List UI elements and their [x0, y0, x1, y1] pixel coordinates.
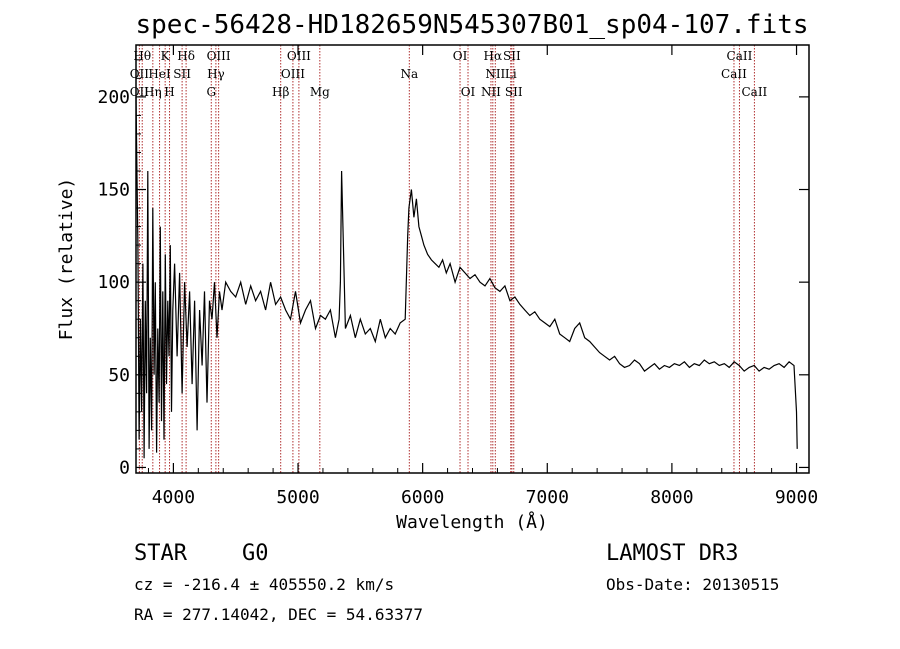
x-tick-label-3: 7000 [526, 487, 569, 508]
line-label-row1-4: OIII [281, 67, 305, 81]
x-tick-label-5: 9000 [775, 487, 818, 508]
line-label-row0-4: OIII [287, 49, 311, 63]
x-tick-label-1: 5000 [276, 487, 319, 508]
redshift-line: cz = -216.4 ± 405550.2 km/s [134, 575, 394, 594]
y-tick-label-4: 200 [97, 87, 130, 108]
x-axis-ticks: 4000 5000 6000 7000 8000 9000 [147, 45, 818, 508]
y-tick-label-1: 50 [108, 365, 130, 386]
y-axis-ticks: 0 50 100 150 200 [97, 59, 809, 478]
ra-dec-line: RA = 277.14042, DEC = 54.63377 [134, 605, 423, 624]
line-label-row1-6: NII [485, 67, 505, 81]
line-label-row2-2: H [164, 85, 174, 99]
y-tick-label-2: 100 [97, 272, 130, 293]
line-label-row1-5: Na [400, 67, 418, 81]
line-label-row2-8: SII [505, 85, 523, 99]
line-label-row2-4: Hβ [272, 85, 289, 99]
x-tick-label-2: 6000 [401, 487, 444, 508]
line-label-row0-2: Hδ [177, 49, 195, 63]
x-tick-label-0: 4000 [152, 487, 195, 508]
line-label-row1-1: HeI [148, 67, 171, 81]
y-tick-label-3: 150 [97, 180, 130, 201]
line-label-row0-6: Hα [484, 49, 503, 63]
line-markers [138, 45, 755, 473]
line-label-row2-9: CaII [741, 85, 767, 99]
line-label-row2-3: G [206, 85, 216, 99]
plot-frame [135, 44, 810, 474]
x-axis-label: Wavelength (Å) [396, 511, 548, 533]
object-subclass: G0 [242, 541, 269, 566]
line-label-row0-1: K [161, 49, 171, 63]
y-axis-label: Flux (relative) [56, 178, 77, 341]
line-label-row1-7: Li [505, 67, 517, 81]
line-label-row2-1: Hη [144, 85, 162, 99]
line-label-row0-3: OIII [207, 49, 231, 63]
line-label-row0-7: SII [503, 49, 521, 63]
line-label-row2-0: OII [130, 85, 150, 99]
line-label-row0-8: CaII [727, 49, 753, 63]
line-label-row1-0: OII [130, 67, 150, 81]
survey-name: LAMOST DR3 [606, 541, 738, 566]
line-label-row1-3: Hγ [207, 67, 225, 81]
spectrum-line [135, 96, 798, 459]
chart-title: spec-56428-HD182659N545307B01_sp04-107.f… [135, 10, 808, 40]
line-label-row2-6: OI [461, 85, 476, 99]
observation-date: Obs-Date: 20130515 [606, 575, 779, 594]
x-tick-label-4: 8000 [650, 487, 693, 508]
line-label-row0-5: OI [453, 49, 468, 63]
line-label-row2-7: NII [481, 85, 501, 99]
y-tick-label-0: 0 [119, 457, 130, 478]
line-label-row1-8: CaII [721, 67, 747, 81]
object-class: STAR [134, 541, 188, 566]
line-label-row2-5: Mg [310, 85, 330, 99]
line-label-row1-2: SII [173, 67, 191, 81]
